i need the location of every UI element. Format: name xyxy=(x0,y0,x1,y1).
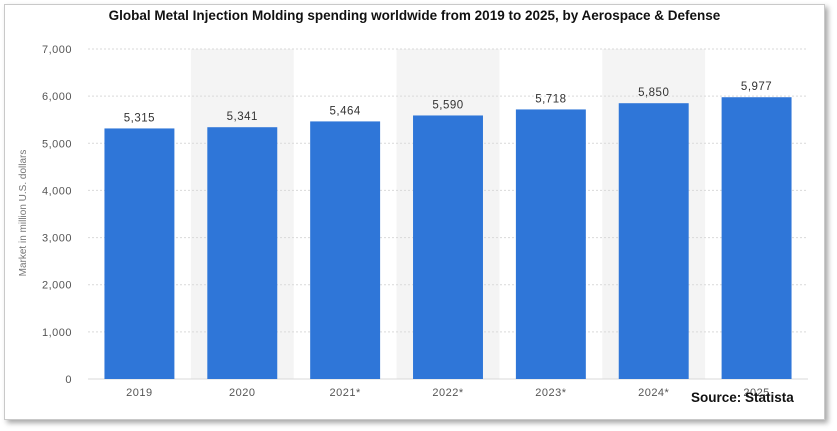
data-label: 5,977 xyxy=(741,81,772,93)
source-note: Source: Statista xyxy=(691,390,794,405)
x-tick-label: 2025 xyxy=(743,387,769,399)
y-axis-label: Market in million U.S. dollars xyxy=(18,150,29,277)
bar xyxy=(721,97,792,379)
bar xyxy=(618,103,689,379)
x-tick-label: 2019 xyxy=(126,387,152,399)
x-tick-label: 2023* xyxy=(535,387,566,399)
x-tick-label: 2022* xyxy=(432,387,463,399)
y-tick-label: 2,000 xyxy=(42,280,72,292)
bar xyxy=(104,128,175,379)
data-label: 5,718 xyxy=(535,93,566,105)
x-tick-label: 2020 xyxy=(229,387,255,399)
y-tick-label: 0 xyxy=(65,374,72,386)
x-tick-label: 2024* xyxy=(638,387,669,399)
bar xyxy=(413,115,483,379)
y-tick-label: 3,000 xyxy=(42,233,72,245)
bar xyxy=(207,127,278,380)
y-tick-label: 7,000 xyxy=(42,44,72,56)
data-label: 5,850 xyxy=(638,87,669,99)
data-label: 5,315 xyxy=(124,112,155,124)
data-label: 5,590 xyxy=(432,99,463,111)
y-tick-label: 5,000 xyxy=(42,138,72,150)
y-tick-label: 1,000 xyxy=(42,327,72,339)
chart-title: Global Metal Injection Molding spending … xyxy=(108,8,721,23)
bar xyxy=(310,121,381,379)
y-tick-label: 6,000 xyxy=(42,91,72,103)
data-label: 5,341 xyxy=(227,111,258,123)
y-tick-label: 4,000 xyxy=(42,185,72,197)
bar xyxy=(515,109,586,380)
x-tick-label: 2021* xyxy=(330,387,361,399)
data-label: 5,464 xyxy=(330,105,361,117)
